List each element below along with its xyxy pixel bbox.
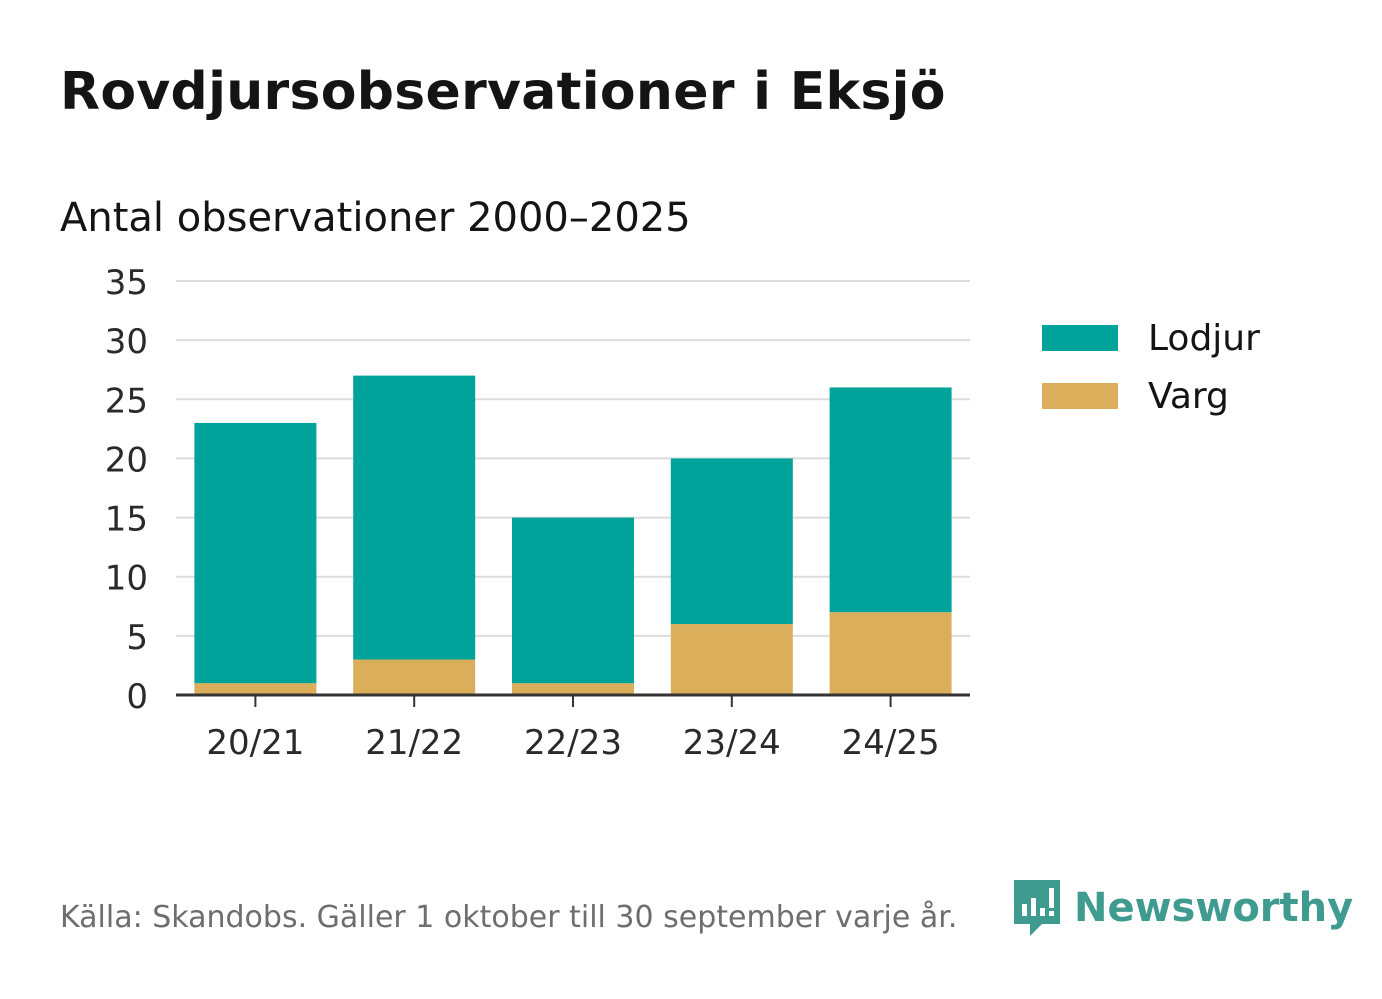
y-tick-label-35: 35: [105, 263, 148, 303]
y-tick-label-0: 0: [126, 677, 148, 717]
brand-name: Newsworthy: [1074, 885, 1354, 931]
x-tick-label-20-21: 20/21: [206, 723, 304, 763]
newsworthy-logo-icon: [1014, 880, 1060, 936]
legend-label-lodjur: Lodjur: [1148, 317, 1260, 359]
bar-lodjur-23-24: [670, 458, 793, 625]
x-tick-label-21-22: 21/22: [365, 723, 463, 763]
bar-varg-20-21: [194, 683, 317, 695]
y-tick-label-5: 5: [126, 618, 148, 658]
legend: Lodjur Varg: [1042, 318, 1260, 434]
y-tick-label-10: 10: [105, 559, 148, 599]
legend-swatch-varg: [1042, 383, 1118, 409]
source-note: Källa: Skandobs. Gäller 1 oktober till 3…: [60, 900, 958, 935]
legend-label-varg: Varg: [1148, 375, 1229, 417]
y-tick-label-20: 20: [105, 440, 148, 480]
legend-item-varg: Varg: [1042, 375, 1260, 417]
bar-varg-23-24: [670, 624, 793, 695]
x-tick-label-23-24: 23/24: [683, 723, 781, 763]
bar-lodjur-22-23: [512, 517, 634, 684]
y-tick-label-30: 30: [105, 322, 148, 362]
y-tick-label-25: 25: [105, 381, 148, 421]
x-tick-label-22-23: 22/23: [524, 723, 622, 763]
bar-lodjur-20-21: [194, 422, 317, 684]
bar-varg-22-23: [512, 683, 634, 695]
brand[interactable]: Newsworthy: [1012, 878, 1353, 938]
x-tick-label-24-25: 24/25: [842, 723, 940, 763]
chart-title: Rovdjursobservationer i Eksjö: [60, 62, 946, 122]
y-tick-label-15: 15: [105, 500, 148, 540]
bar-varg-24-25: [829, 612, 952, 695]
legend-item-lodjur: Lodjur: [1042, 317, 1260, 359]
bar-lodjur-24-25: [829, 387, 952, 613]
bar-varg-21-22: [353, 659, 476, 695]
bar-lodjur-21-22: [353, 375, 476, 660]
legend-swatch-lodjur: [1042, 325, 1118, 351]
chart-subtitle: Antal observationer 2000–2025: [60, 195, 691, 241]
